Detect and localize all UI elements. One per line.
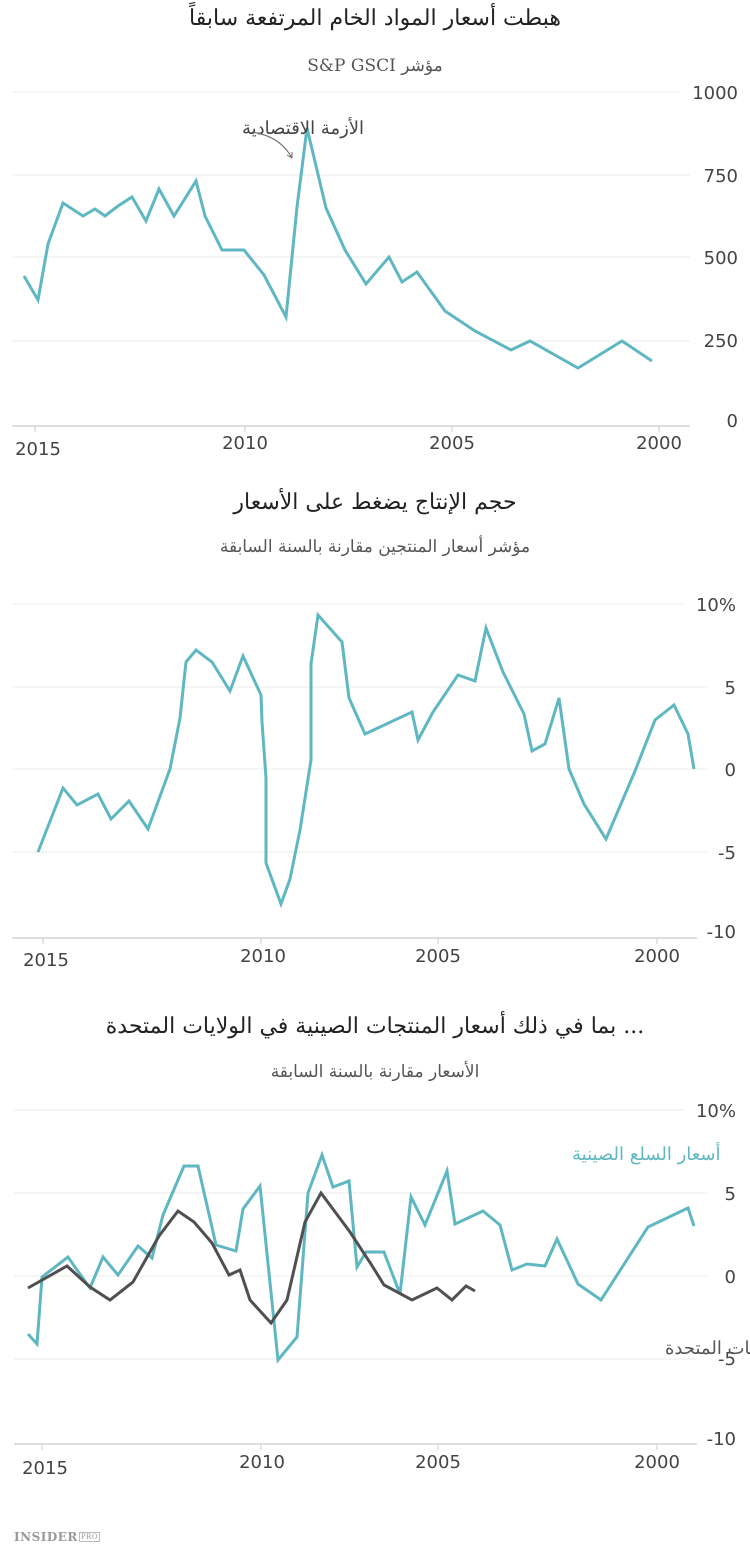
legend-us-label: أسعار السلع الاستهلاكية في الولايات المت… [665,1336,750,1359]
logo-badge: PRO [78,1532,101,1542]
chart3-ytick: 5 [725,1184,736,1205]
chart1-xtick: 2000 [636,433,682,454]
chart1-gsci-line [22,127,653,370]
chart2-ppi-line [36,611,696,909]
chart2-ytick: -5 [718,843,736,864]
arrow-icon [251,131,293,159]
chart2-plot: 10% 5 0 -5 -10 2015 2010 2005 2000 [12,595,736,971]
chart3-china-line [26,1150,696,1364]
chart3-xtick: 2015 [22,1458,68,1479]
chart1-ytick: 1000 [692,83,738,104]
chart2-ytick: 0 [725,760,736,781]
chart2-ytick: 5 [725,678,736,699]
chart1-subtitle: مؤشر S&P GSCI [307,56,443,76]
chart3-ytick: -10 [707,1429,736,1450]
chart1-xtick: 2015 [15,439,61,460]
chart2-xtick: 2015 [23,950,69,971]
chart3-xtick: 2005 [415,1452,461,1473]
chart3-plot: 10% 5 0 -5 -10 2015 2010 2005 2000 أسعار… [14,1101,750,1479]
chart3-ytick: -5 [718,1349,736,1370]
chart1-ytick: 750 [704,166,738,187]
chart1-ytick: 0 [727,411,738,432]
chart2-xtick: 2010 [240,946,286,967]
chart3-ytick: 0 [725,1267,736,1288]
chart1-annotation: الأزمة الاقتصادية [242,116,364,139]
chart1-plot: 1000 750 500 250 0 2015 2010 2005 2000 ا… [12,83,738,460]
insider-pro-logo: INSIDER PRO [14,1530,101,1544]
chart2-xtick: 2000 [634,946,680,967]
logo-text: INSIDER [14,1530,78,1544]
chart2-subtitle: مؤشر أسعار المنتجين مقارنة بالسنة السابق… [219,537,531,557]
chart3-xtick: 2010 [239,1452,285,1473]
chart2-ytick: 10% [696,595,736,616]
chart2-xtick: 2005 [415,946,461,967]
chart2-ytick: -10 [707,922,736,943]
chart3-subtitle: الأسعار مقارنة بالسنة السابقة [270,1062,480,1082]
chart3-title: ... بما في ذلك أسعار المنتجات الصينية في… [105,1014,645,1039]
legend-china-label: أسعار السلع الصينية [572,1142,721,1165]
chart1-xtick: 2005 [429,433,475,454]
chart3-us-line [27,1190,476,1326]
chart1-ytick: 500 [704,248,738,269]
chart3-ytick: 10% [696,1101,736,1122]
chart3-xtick: 2000 [634,1452,680,1473]
chart1-title: هبطت أسعار المواد الخام المرتفعة سابقاً [189,6,561,31]
chart1-xtick: 2010 [222,433,268,454]
chart2-title: حجم الإنتاج يضغط على الأسعار [233,490,517,515]
chart1-ytick: 250 [704,331,738,352]
